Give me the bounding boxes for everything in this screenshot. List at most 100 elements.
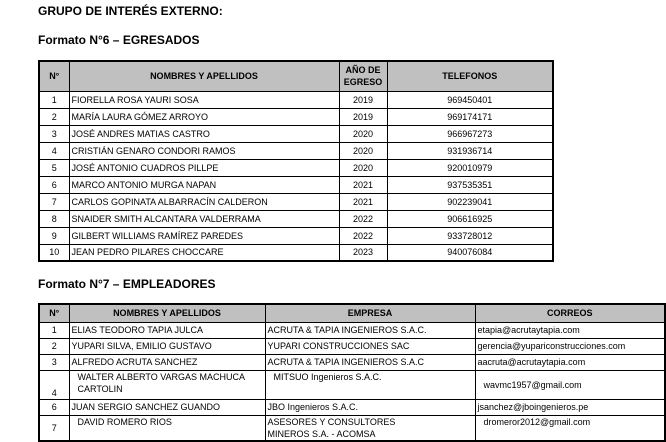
- empleadores-table-body: 1 ELIAS TEODORO TAPIA JULCA ACRUTA & TAP…: [38, 321, 666, 442]
- empleadores-table-header: N° NOMBRES Y APELLIDOS EMPRESA CORREOS: [38, 303, 666, 323]
- header-row: N° NOMBRES Y APELLIDOS EMPRESA CORREOS: [38, 303, 666, 323]
- cell-email: etapia@acrutaytapia.com: [474, 321, 666, 339]
- table-row: 6 JUAN SERGIO SANCHEZ GUANDO JBO Ingenie…: [38, 398, 666, 416]
- empleadores-col-num: N°: [38, 303, 70, 323]
- empleadores-col-nombres: NOMBRES Y APELLIDOS: [68, 303, 266, 323]
- cell-email: aacruta@acrutaytapia.com: [474, 353, 666, 371]
- cell-num: 4: [38, 369, 70, 400]
- cell-num: 7: [38, 414, 70, 442]
- table-row: 8 SNAIDER SMITH ALCANTARA VALDERRAMA 202…: [38, 209, 554, 228]
- table-row: 7 CARLOS GOPINATA ALBARRACÍN CALDERON 20…: [38, 192, 554, 211]
- cell-num: 2: [38, 107, 70, 126]
- cell-name: CARLOS GOPINATA ALBARRACÍN CALDERON: [68, 192, 340, 211]
- empleadores-col-empresa: EMPRESA: [264, 303, 476, 323]
- cell-email: gerencia@yupariconstrucciones.com: [474, 337, 666, 355]
- cell-num: 1: [38, 90, 70, 109]
- cell-num: 2: [38, 337, 70, 355]
- cell-phone: 933728012: [386, 226, 554, 245]
- cell-phone: 906616925: [386, 209, 554, 228]
- cell-year: 2023: [338, 243, 388, 262]
- cell-num: 4: [38, 141, 70, 160]
- cell-num: 3: [38, 124, 70, 143]
- cell-email: wavmc1957@gmail.com: [474, 369, 666, 400]
- cell-year: 2021: [338, 192, 388, 211]
- cell-name: MARCO ANTONIO MURGA NAPAN: [68, 175, 340, 194]
- cell-year: 2020: [338, 124, 388, 143]
- cell-num: 9: [38, 226, 70, 245]
- cell-num: 5: [38, 158, 70, 177]
- cell-name: JOSÉ ANTONIO CUADROS PILLPE: [68, 158, 340, 177]
- empleadores-col-correos: CORREOS: [474, 303, 666, 323]
- table-row: 3 JOSÉ ANDRES MATIAS CASTRO 2020 9669672…: [38, 124, 554, 143]
- cell-year: 2019: [338, 107, 388, 126]
- cell-phone: 902239041: [386, 192, 554, 211]
- cell-company: ACRUTA & TAPIA INGENIEROS S.A.C.: [264, 321, 476, 339]
- section-egresados-title: Formato N°6 – EGRESADOS: [38, 33, 200, 47]
- cell-name: YUPARI SILVA, EMILIO GUSTAVO: [68, 337, 266, 355]
- cell-phone: 931936714: [386, 141, 554, 160]
- cell-name: JOSÉ ANDRES MATIAS CASTRO: [68, 124, 340, 143]
- cell-company: YUPARI CONSTRUCCIONES SAC: [264, 337, 476, 355]
- cell-phone: 966967273: [386, 124, 554, 143]
- table-row: 10 JEAN PEDRO PILARES CHOCCARE 2023 9400…: [38, 243, 554, 262]
- cell-name: ALFREDO ACRUTA SANCHEZ: [68, 353, 266, 371]
- table-row: 2 YUPARI SILVA, EMILIO GUSTAVO YUPARI CO…: [38, 337, 666, 355]
- cell-name: MARÍA LAURA GÓMEZ ARROYO: [68, 107, 340, 126]
- cell-name: GILBERT WILLIAMS RAMÍREZ PAREDES: [68, 226, 340, 245]
- table-row: 9 GILBERT WILLIAMS RAMÍREZ PAREDES 2022 …: [38, 226, 554, 245]
- table-row: 3 ALFREDO ACRUTA SANCHEZ ACRUTA & TAPIA …: [38, 353, 666, 371]
- cell-year: 2022: [338, 209, 388, 228]
- egresados-col-nombres: NOMBRES Y APELLIDOS: [68, 60, 340, 92]
- cell-name: ELIAS TEODORO TAPIA JULCA: [68, 321, 266, 339]
- cell-year: 2022: [338, 226, 388, 245]
- cell-email: jsanchez@jboingenieros.pe: [474, 398, 666, 416]
- cell-year: 2020: [338, 141, 388, 160]
- cell-phone: 969450401: [386, 90, 554, 109]
- egresados-col-telefonos: TELEFONOS: [386, 60, 554, 92]
- table-row: 6 MARCO ANTONIO MURGA NAPAN 2021 9375353…: [38, 175, 554, 194]
- cell-name: FIORELLA ROSA YAURI SOSA: [68, 90, 340, 109]
- cell-year: 2021: [338, 175, 388, 194]
- cell-year: 2019: [338, 90, 388, 109]
- cell-company: JBO Ingenieros S.A.C.: [264, 398, 476, 416]
- cell-name: JUAN SERGIO SANCHEZ GUANDO: [68, 398, 266, 416]
- table-row: 4 CRISTIÁN GENARO CONDORI RAMOS 2020 931…: [38, 141, 554, 160]
- egresados-col-anio: AÑO DE EGRESO: [338, 60, 388, 92]
- cell-phone: 969174171: [386, 107, 554, 126]
- header-row: N° NOMBRES Y APELLIDOS AÑO DE EGRESO TEL…: [38, 60, 554, 92]
- egresados-col-num: N°: [38, 60, 70, 92]
- cell-company: MITSUO Ingenieros S.A.C.: [264, 369, 476, 400]
- table-row: 5 JOSÉ ANTONIO CUADROS PILLPE 2020 92001…: [38, 158, 554, 177]
- cell-year: 2020: [338, 158, 388, 177]
- cell-name: DAVID ROMERO RIOS: [68, 414, 266, 442]
- cell-company: ASESORES Y CONSULTORES MINEROS S.A. - AC…: [264, 414, 476, 442]
- page-title: GRUPO DE INTERÉS EXTERNO:: [38, 4, 223, 18]
- cell-name: SNAIDER SMITH ALCANTARA VALDERRAMA: [68, 209, 340, 228]
- table-row: 7 DAVID ROMERO RIOS ASESORES Y CONSULTOR…: [38, 414, 666, 442]
- egresados-table: N° NOMBRES Y APELLIDOS AÑO DE EGRESO TEL…: [38, 60, 554, 262]
- table-row: 2 MARÍA LAURA GÓMEZ ARROYO 2019 96917417…: [38, 107, 554, 126]
- egresados-table-header: N° NOMBRES Y APELLIDOS AÑO DE EGRESO TEL…: [38, 60, 554, 92]
- cell-phone: 940076084: [386, 243, 554, 262]
- cell-num: 10: [38, 243, 70, 262]
- cell-company: ACRUTA & TAPIA INGENIEROS S.A.C: [264, 353, 476, 371]
- cell-name: JEAN PEDRO PILARES CHOCCARE: [68, 243, 340, 262]
- section-empleadores-title: Formato N°7 – EMPLEADORES: [38, 277, 216, 291]
- cell-num: 6: [38, 175, 70, 194]
- cell-name: WALTER ALBERTO VARGAS MACHUCA CARTOLIN: [68, 369, 266, 400]
- cell-name: CRISTIÁN GENARO CONDORI RAMOS: [68, 141, 340, 160]
- empleadores-table: N° NOMBRES Y APELLIDOS EMPRESA CORREOS 1…: [38, 303, 666, 442]
- egresados-table-body: 1 FIORELLA ROSA YAURI SOSA 2019 96945040…: [38, 90, 554, 262]
- cell-num: 6: [38, 398, 70, 416]
- table-row: 1 ELIAS TEODORO TAPIA JULCA ACRUTA & TAP…: [38, 321, 666, 339]
- cell-num: 1: [38, 321, 70, 339]
- table-row: 1 FIORELLA ROSA YAURI SOSA 2019 96945040…: [38, 90, 554, 109]
- table-row: 4 WALTER ALBERTO VARGAS MACHUCA CARTOLIN…: [38, 369, 666, 400]
- cell-num: 3: [38, 353, 70, 371]
- cell-num: 7: [38, 192, 70, 211]
- cell-email: dromeror2012@gmail.com: [474, 414, 666, 442]
- cell-phone: 920010979: [386, 158, 554, 177]
- cell-num: 8: [38, 209, 70, 228]
- cell-phone: 937535351: [386, 175, 554, 194]
